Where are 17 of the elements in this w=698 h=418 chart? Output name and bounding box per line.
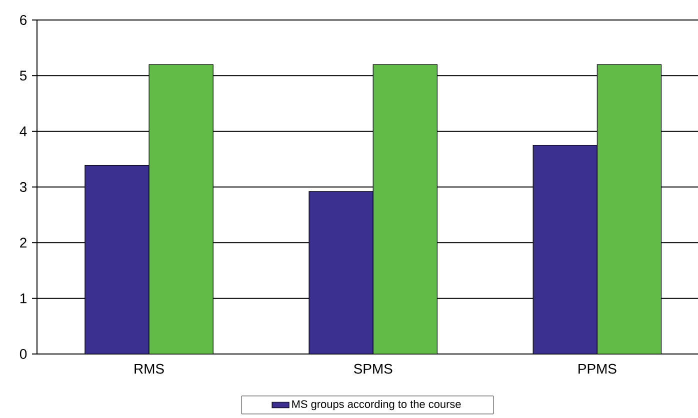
x-tick-label: RMS xyxy=(134,364,164,374)
bar xyxy=(308,191,374,354)
bar xyxy=(148,64,214,354)
x-tick-label: SPMS xyxy=(354,364,392,374)
y-tick-label: 6 xyxy=(20,15,27,25)
y-tick-label: 1 xyxy=(20,294,26,304)
bar xyxy=(372,64,438,354)
bar xyxy=(84,164,150,354)
bar xyxy=(532,144,598,354)
y-tick-label: 0 xyxy=(20,349,27,359)
legend-label: MS groups according to the course xyxy=(292,400,461,410)
bar xyxy=(596,64,662,354)
y-tick-label: 2 xyxy=(20,238,26,248)
y-tick-label: 4 xyxy=(20,126,27,136)
y-tick-label: 5 xyxy=(20,70,27,81)
y-tick-label: 3 xyxy=(20,182,27,192)
x-tick-label: PPMS xyxy=(578,364,616,374)
